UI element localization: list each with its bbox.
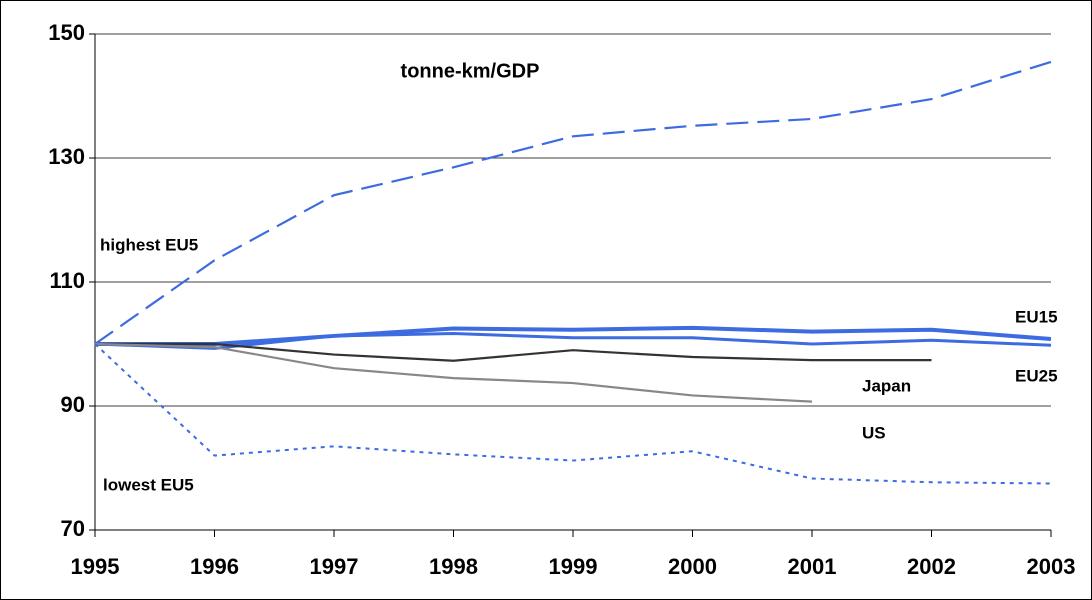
y-tick-label: 110 [50, 268, 86, 293]
y-tick-label: 130 [48, 144, 85, 169]
x-tick-label: 1995 [71, 554, 120, 579]
x-tick-label: 1997 [310, 554, 359, 579]
y-tick-label: 90 [61, 392, 85, 417]
series-line [94, 331, 1052, 350]
x-tick-label: 2001 [788, 554, 837, 579]
series-line [94, 342, 813, 403]
x-tick-label: 1999 [549, 554, 598, 579]
x-tick-label: 2002 [907, 554, 956, 579]
x-tick-label: 2003 [1027, 554, 1076, 579]
series-line [94, 60, 1052, 345]
series-label: EU25 [1015, 366, 1058, 385]
series-label: highest EU5 [100, 235, 198, 254]
y-tick-label: 70 [61, 516, 85, 541]
x-tick-label: 2000 [668, 554, 717, 579]
series-label: Japan [862, 376, 911, 395]
x-tick-label: 1998 [429, 554, 478, 579]
series-line [94, 343, 1052, 485]
series-label: lowest EU5 [103, 475, 194, 494]
series-line [95, 325, 1052, 346]
series-line [95, 342, 932, 362]
series-label: EU15 [1015, 307, 1058, 326]
x-tick-label: 1996 [190, 554, 239, 579]
chart-title: tonne-km/GDP [401, 60, 540, 82]
series-label: US [862, 423, 886, 442]
y-tick-label: 150 [48, 20, 85, 45]
